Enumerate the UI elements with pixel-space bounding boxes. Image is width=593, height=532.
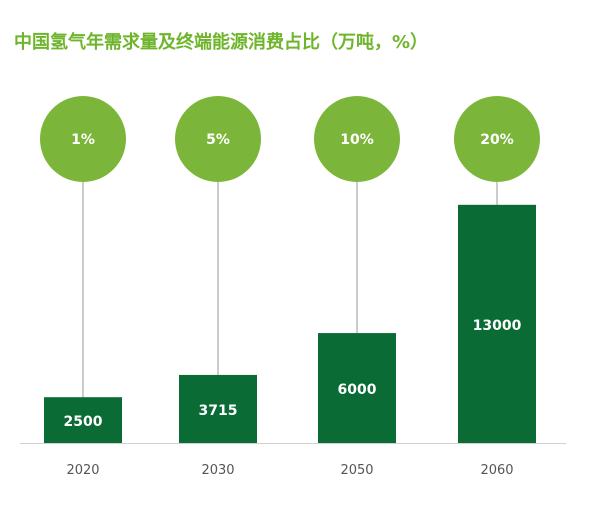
share-circle-2050 xyxy=(314,96,400,182)
bar-value-label-2020: 2500 xyxy=(64,414,103,430)
share-circle-2060 xyxy=(454,96,540,182)
bar-2060 xyxy=(458,204,536,443)
bar-2030 xyxy=(179,374,257,443)
bar-value-label-2050: 6000 xyxy=(338,382,377,398)
bar-value-label-2030: 3715 xyxy=(199,403,238,419)
share-label-2060: 20% xyxy=(480,132,514,148)
bar-2050 xyxy=(318,333,396,443)
connector-lines xyxy=(82,182,498,398)
x-tick-label-2020: 2020 xyxy=(66,463,99,478)
bar-2020 xyxy=(44,397,122,443)
share-label-2030: 5% xyxy=(206,132,230,148)
bars xyxy=(44,204,536,443)
x-tick-label-2050: 2050 xyxy=(340,463,373,478)
share-labels: 1% 5% 10% 20% xyxy=(71,132,514,148)
bar-value-label-2060: 13000 xyxy=(473,318,522,334)
bar-value-labels: 2500 3715 6000 13000 xyxy=(64,318,522,430)
share-circles xyxy=(40,96,540,182)
chart-title: 中国氢气年需求量及终端能源消费占比（万吨，%） xyxy=(14,32,429,53)
share-circle-2020 xyxy=(40,96,126,182)
x-tick-label-2030: 2030 xyxy=(201,463,234,478)
share-circle-2030 xyxy=(175,96,261,182)
share-label-2020: 1% xyxy=(71,132,95,148)
x-tick-label-2060: 2060 xyxy=(480,463,513,478)
x-tick-labels: 2020 2030 2050 2060 xyxy=(66,463,513,478)
share-label-2050: 10% xyxy=(340,132,374,148)
